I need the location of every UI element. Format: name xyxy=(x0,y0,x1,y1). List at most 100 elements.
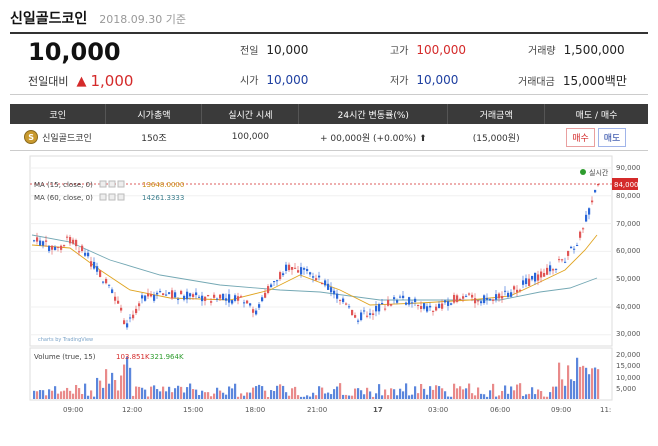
volume-bar xyxy=(435,385,438,399)
candle xyxy=(174,292,177,298)
volume-bar xyxy=(426,394,429,399)
volume-bar xyxy=(216,387,219,399)
candle xyxy=(453,294,456,303)
volume-bar xyxy=(162,386,165,399)
col-market-cap: 시가총액 xyxy=(105,104,203,124)
volume-bar xyxy=(501,390,504,399)
candle xyxy=(180,290,183,295)
volume-bar xyxy=(444,391,447,399)
buy-button[interactable]: 매수 xyxy=(566,127,595,147)
candle xyxy=(432,310,435,312)
candle xyxy=(165,294,168,296)
ma60-legend: MA (60, close, 0) xyxy=(34,194,93,202)
ma60-close-icon[interactable] xyxy=(117,193,125,201)
volume-bar xyxy=(402,391,405,399)
volume-bar xyxy=(69,390,72,399)
candle xyxy=(396,300,399,303)
candle xyxy=(237,296,240,301)
volume-bar xyxy=(522,395,525,399)
volume-bar xyxy=(147,396,150,399)
candle xyxy=(438,303,441,309)
volume-bar xyxy=(264,390,267,399)
volume-bar xyxy=(63,390,66,399)
volume-bar xyxy=(195,389,198,399)
volume-bar xyxy=(267,396,270,399)
price-chart[interactable]: 84,000 실시간 MA (15, close, 0) 13648.0000 … xyxy=(0,150,658,442)
candle xyxy=(534,272,537,282)
volume-bar xyxy=(180,386,183,399)
stat-prev-close: 전일 10,000 xyxy=(240,43,309,57)
x-tick: 09:00 xyxy=(551,406,571,414)
candle xyxy=(255,310,258,315)
candle xyxy=(216,298,219,300)
candle xyxy=(39,240,42,246)
candle xyxy=(333,290,336,295)
sell-button[interactable]: 매도 xyxy=(597,127,627,147)
y-tick: 40,000 xyxy=(616,303,641,311)
volume-bar xyxy=(549,392,552,399)
candle xyxy=(183,295,186,300)
volume-bar xyxy=(378,384,381,399)
volume-bar xyxy=(144,389,147,399)
candle xyxy=(465,295,468,297)
candle xyxy=(159,291,162,293)
volume-bar xyxy=(309,396,312,399)
ma60-settings-icon[interactable] xyxy=(99,193,107,201)
ma60-hide-icon[interactable] xyxy=(108,193,116,201)
candle xyxy=(195,292,198,296)
ma60-value: 14261.3333 xyxy=(142,194,184,202)
change-label: 전일대비 xyxy=(28,75,69,88)
x-tick: 21:00 xyxy=(307,406,327,414)
volume-bar xyxy=(255,386,258,399)
cell-coin[interactable]: S 신일골드코인 xyxy=(10,124,106,151)
volume-bar xyxy=(447,396,450,399)
ma15-hide-icon[interactable] xyxy=(108,180,116,188)
chart-svg[interactable]: 84,000 실시간 MA (15, close, 0) 13648.0000 … xyxy=(0,150,658,442)
candle xyxy=(558,259,561,261)
volume-bar xyxy=(348,395,351,399)
candle xyxy=(234,295,237,301)
candle xyxy=(48,245,51,252)
candle xyxy=(516,289,519,293)
candle xyxy=(441,303,444,309)
volume-bar xyxy=(315,395,318,399)
cell-realtime: 100,000 xyxy=(201,124,299,151)
volume-bar xyxy=(576,357,579,399)
volume-bar xyxy=(219,390,222,399)
up-arrow-icon: ⬆ xyxy=(419,133,427,144)
candle xyxy=(351,309,354,316)
volume-bar xyxy=(312,392,315,399)
ma15-close-icon[interactable] xyxy=(117,180,125,188)
volume-bar xyxy=(552,386,555,399)
volume-bar xyxy=(480,393,483,399)
candle xyxy=(240,296,243,298)
volume-axis: 20,000 15,000 10,000 5,000 xyxy=(616,351,641,393)
candle xyxy=(84,252,87,256)
volume-bar xyxy=(318,386,321,399)
candle xyxy=(345,303,348,305)
candle xyxy=(423,303,426,309)
volume-bar xyxy=(297,395,300,399)
volume-bar xyxy=(246,392,249,399)
candle xyxy=(339,299,342,301)
candle xyxy=(129,317,132,319)
stat-open: 시가 10,000 xyxy=(240,73,309,87)
volume-bar xyxy=(51,390,54,399)
volume-bar xyxy=(288,395,291,399)
candle xyxy=(519,289,522,291)
volume-bar xyxy=(339,383,342,399)
volume-bar xyxy=(465,388,468,399)
col-realtime: 실시간 시세 xyxy=(201,104,300,124)
volume-bar xyxy=(474,395,477,399)
volume-bar xyxy=(330,394,333,399)
candle xyxy=(219,294,222,299)
volume-bar xyxy=(123,364,126,399)
candle xyxy=(75,239,78,247)
ma15-settings-icon[interactable] xyxy=(99,180,107,188)
candle xyxy=(552,269,555,271)
candle xyxy=(297,270,300,273)
candle xyxy=(360,312,363,321)
legend-controls[interactable] xyxy=(99,180,125,201)
volume-bar xyxy=(285,392,288,399)
y-axis: 90,000 80,000 70,000 60,000 50,000 40,00… xyxy=(616,164,641,338)
